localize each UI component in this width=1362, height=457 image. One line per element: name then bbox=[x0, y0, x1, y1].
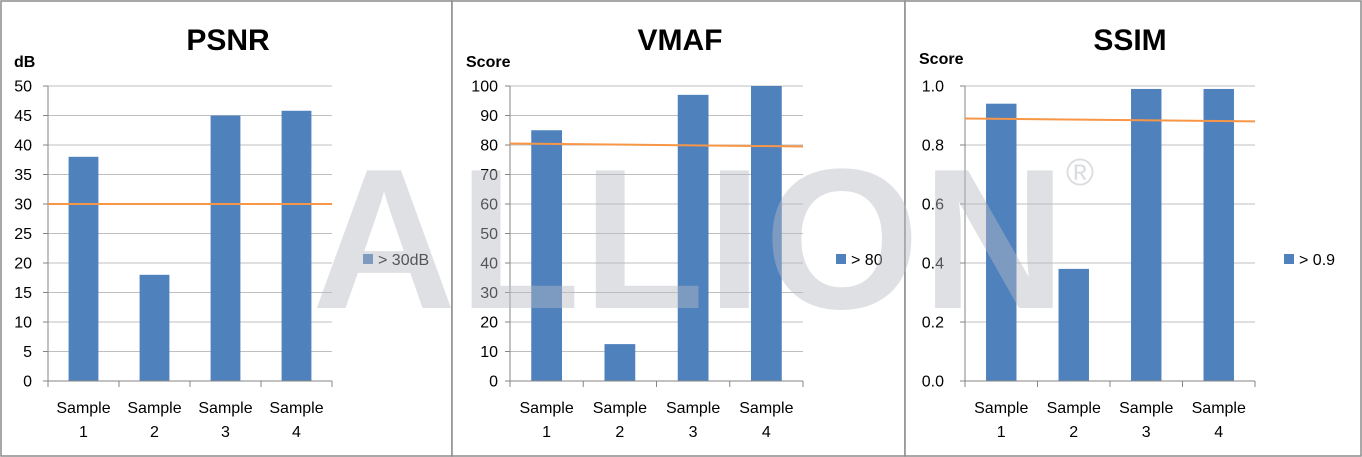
x-tick-label: Sample bbox=[739, 400, 793, 417]
x-tick-label: 1 bbox=[997, 424, 1006, 441]
bar-2 bbox=[1058, 268, 1089, 381]
y-tick-label: 10 bbox=[480, 344, 498, 361]
legend-swatch bbox=[836, 254, 846, 264]
y-tick-label: 50 bbox=[480, 226, 498, 243]
y-tick-label: 1.0 bbox=[922, 79, 944, 96]
y-tick-label: 40 bbox=[14, 138, 32, 155]
x-tick-label: 2 bbox=[150, 424, 159, 441]
bar-4 bbox=[1203, 88, 1234, 381]
legend-swatch bbox=[363, 254, 373, 264]
y-tick-label: 30 bbox=[480, 285, 498, 302]
legend-swatch bbox=[1284, 254, 1294, 264]
y-tick-label: 35 bbox=[14, 167, 32, 184]
x-tick-label: Sample bbox=[269, 400, 323, 417]
y-tick-label: 25 bbox=[14, 226, 32, 243]
y-axis-label: dB bbox=[14, 54, 35, 71]
y-tick-label: 80 bbox=[480, 138, 498, 155]
y-tick-label: 0.0 bbox=[922, 374, 944, 391]
bar-4 bbox=[281, 110, 312, 381]
x-tick-label: 3 bbox=[1142, 424, 1151, 441]
x-tick-label: 3 bbox=[221, 424, 230, 441]
x-tick-label: 1 bbox=[542, 424, 551, 441]
x-tick-label: Sample bbox=[127, 400, 181, 417]
y-tick-label: 15 bbox=[14, 285, 32, 302]
x-tick-label: Sample bbox=[1047, 400, 1101, 417]
y-tick-label: 45 bbox=[14, 108, 32, 125]
bar-2 bbox=[604, 344, 636, 381]
y-tick-label: 90 bbox=[480, 108, 498, 125]
bar-1 bbox=[531, 130, 563, 381]
y-tick-label: 50 bbox=[14, 79, 32, 96]
bar-2 bbox=[139, 274, 170, 381]
threshold-line bbox=[964, 117, 1256, 123]
x-tick-label: 2 bbox=[615, 424, 624, 441]
y-tick-label: 0.8 bbox=[922, 138, 944, 155]
y-tick-label: 40 bbox=[480, 256, 498, 273]
legend-label: > 30dB bbox=[378, 252, 429, 269]
y-tick-label: 70 bbox=[480, 167, 498, 184]
y-tick-label: 0 bbox=[23, 374, 32, 391]
y-tick-label: 20 bbox=[480, 315, 498, 332]
charts-layer: PSNRdB05101520253035404550Sample1Sample2… bbox=[14, 24, 1335, 441]
y-tick-label: 0.2 bbox=[922, 315, 944, 332]
x-tick-label: 4 bbox=[762, 424, 771, 441]
x-tick-label: 4 bbox=[1214, 424, 1223, 441]
bar-3 bbox=[677, 94, 709, 381]
chart-2: VMAF Score 0 10 20 30 40 50 60 70 80 90 100 Sample 1 Sa… bbox=[466, 24, 883, 441]
x-tick-label: 4 bbox=[292, 424, 301, 441]
x-tick-label: 2 bbox=[1069, 424, 1078, 441]
threshold-line bbox=[509, 142, 804, 148]
x-tick-label: Sample bbox=[666, 400, 720, 417]
x-tick-label: Sample bbox=[1192, 400, 1246, 417]
y-axis-label: Score bbox=[466, 54, 511, 71]
x-tick-label: Sample bbox=[520, 400, 574, 417]
bar-3 bbox=[1131, 88, 1162, 381]
x-tick-label: 1 bbox=[79, 424, 88, 441]
bar-4 bbox=[750, 86, 782, 381]
y-tick-label: 100 bbox=[471, 79, 498, 96]
y-tick-label: 0.6 bbox=[922, 197, 944, 214]
x-tick-label: 3 bbox=[689, 424, 698, 441]
legend-label: > 0.9 bbox=[1299, 252, 1335, 269]
y-tick-label: 0 bbox=[489, 374, 498, 391]
x-tick-label: Sample bbox=[198, 400, 252, 417]
y-axis-label: Score bbox=[919, 51, 964, 68]
chart-title: PSNR bbox=[186, 24, 270, 57]
y-tick-label: 20 bbox=[14, 256, 32, 273]
x-tick-label: Sample bbox=[1119, 400, 1173, 417]
bar-1 bbox=[68, 156, 99, 381]
chart-title: VMAF bbox=[638, 24, 723, 57]
y-tick-label: 30 bbox=[14, 197, 32, 214]
y-tick-label: 60 bbox=[480, 197, 498, 214]
chart-title: SSIM bbox=[1093, 24, 1166, 57]
x-tick-label: Sample bbox=[56, 400, 110, 417]
legend-label: > 80 bbox=[851, 252, 883, 269]
bar-1 bbox=[986, 103, 1017, 381]
chart-1: PSNR dB 0 5 10 15 20 25 30 35 40 45 50 Sample 1 Sample 2… bbox=[14, 24, 429, 441]
y-tick-label: 10 bbox=[14, 315, 32, 332]
x-tick-label: Sample bbox=[974, 400, 1028, 417]
y-tick-label: 0.4 bbox=[922, 256, 944, 273]
bar-3 bbox=[210, 115, 241, 381]
x-tick-label: Sample bbox=[593, 400, 647, 417]
y-tick-label: 5 bbox=[23, 344, 32, 361]
chart-3: SSIM Score 0.0 0.2 0.4 0.6 0.8 1.0 Sample 1 Sample… bbox=[919, 24, 1335, 441]
